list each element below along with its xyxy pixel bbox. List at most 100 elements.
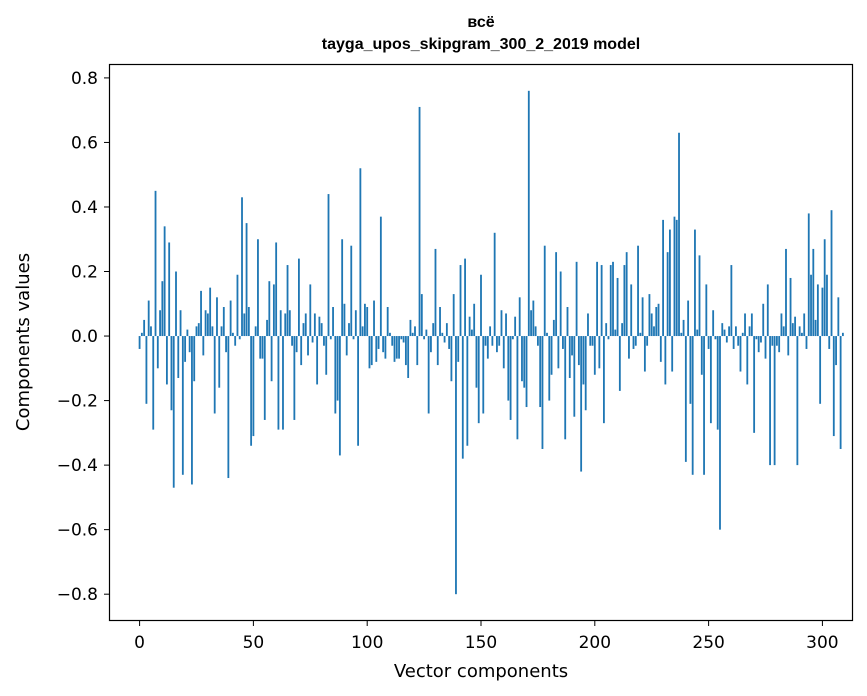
bar [582, 336, 585, 385]
bar [420, 294, 423, 337]
bar [600, 265, 603, 337]
bar [354, 310, 357, 337]
bar [573, 336, 576, 417]
bar [628, 336, 630, 359]
bar [666, 252, 669, 337]
y-tick-label: 0.2 [71, 263, 98, 283]
bar [466, 336, 469, 446]
bar [637, 245, 639, 337]
bar [714, 336, 717, 340]
bar [559, 271, 562, 337]
bar [416, 336, 419, 366]
bar [263, 336, 266, 420]
bar [140, 332, 143, 337]
bar [216, 297, 218, 337]
bar [780, 313, 783, 337]
bar [671, 336, 674, 372]
bar [320, 323, 323, 337]
bar [332, 307, 334, 337]
bar [486, 336, 489, 359]
bar [186, 329, 189, 337]
bar [596, 261, 598, 337]
bar [379, 216, 382, 337]
bar [461, 336, 464, 459]
bar [703, 336, 705, 475]
bar [634, 336, 637, 346]
bar [309, 284, 312, 337]
bar [536, 336, 539, 346]
bar [769, 336, 771, 466]
bar [191, 336, 193, 485]
bar [272, 284, 275, 337]
bar [323, 336, 325, 346]
bar [552, 319, 555, 337]
bar [532, 300, 535, 337]
bar [725, 336, 728, 343]
bar [571, 336, 573, 356]
bar [295, 336, 298, 353]
bar [621, 323, 624, 337]
bar [493, 232, 496, 337]
bar [823, 239, 826, 337]
bar [625, 252, 628, 337]
bar [787, 336, 790, 356]
bar [814, 319, 817, 337]
bar [329, 336, 332, 340]
bar [375, 336, 378, 362]
bar [425, 329, 428, 337]
bar [179, 310, 182, 337]
bar [801, 332, 803, 337]
bar [796, 336, 799, 466]
bar [732, 336, 735, 349]
bar [348, 323, 350, 337]
x-tick-label: 250 [692, 633, 724, 653]
bar [837, 297, 840, 337]
bar [150, 326, 152, 337]
bar [259, 336, 262, 359]
bar [400, 336, 403, 340]
bar [195, 326, 198, 337]
bar [794, 316, 797, 337]
bar [782, 326, 785, 337]
bar [719, 336, 721, 530]
bar [152, 336, 155, 430]
bar [334, 336, 337, 414]
bar [284, 313, 287, 337]
bar [826, 274, 828, 337]
bar [555, 252, 558, 337]
bar [359, 168, 362, 337]
bar [361, 326, 364, 337]
bar [757, 336, 760, 353]
bar [798, 326, 801, 337]
bar [398, 336, 400, 359]
bar [250, 336, 253, 446]
bar [491, 336, 494, 346]
bar [830, 210, 833, 337]
bar [288, 310, 291, 337]
bar [741, 332, 744, 337]
bar [452, 294, 455, 337]
bar [336, 336, 339, 401]
bar-series [138, 90, 844, 595]
bar [277, 336, 280, 430]
bar [835, 336, 837, 366]
bar [206, 313, 209, 337]
bar [302, 323, 305, 337]
bar [204, 310, 207, 337]
bar [393, 336, 396, 362]
bar [165, 336, 168, 385]
bar [218, 336, 221, 388]
x-tick-label: 150 [465, 633, 497, 653]
bar [653, 326, 655, 337]
x-tick-label: 50 [243, 633, 265, 653]
bar [225, 336, 227, 353]
y-axis-ticks: −0.8 −0.6 −0.4 −0.2 0.0 0.2 0.4 0.6 0.8 [57, 69, 110, 605]
bar [436, 336, 439, 366]
bar [500, 310, 503, 337]
bar [468, 316, 471, 337]
bar [775, 336, 778, 346]
bar [762, 303, 765, 337]
bar [245, 223, 248, 337]
bar [338, 336, 341, 456]
